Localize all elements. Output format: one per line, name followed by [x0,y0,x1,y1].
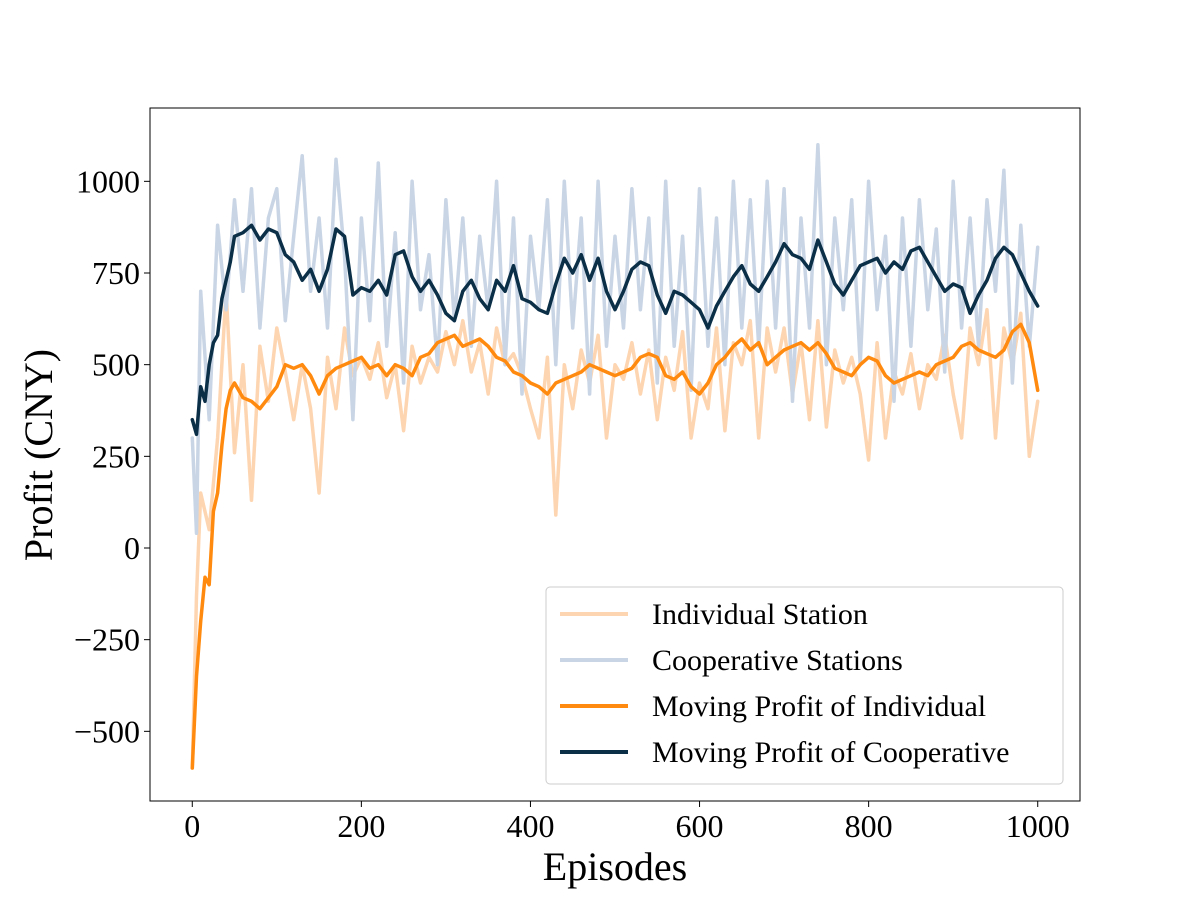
y-tick-label: −250 [74,622,140,658]
legend-label-3: Moving Profit of Individual [652,690,986,723]
legend-box [545,586,1064,785]
plot-frame [149,107,1081,802]
y-axis: −500 −250 0 250 500 750 1000 [74,163,150,749]
x-tick-label: 200 [337,808,385,844]
y-tick-label: −500 [74,713,140,749]
y-tick-label: 500 [92,347,140,383]
x-tick-label: 600 [676,808,724,844]
y-axis-label: Profit (CNY) [16,349,61,561]
series-line-3 [190,322,1040,770]
x-axis-label: Episodes [543,844,687,889]
legend-label-4: Moving Profit of Cooperative [652,736,1009,769]
series-line-2 [190,142,1040,536]
legend-label-2: Cooperative Stations [652,644,903,677]
series-layer [190,142,1040,770]
x-tick-label: 400 [506,808,554,844]
legend-label-1: Individual Station [652,598,868,631]
x-tick-label: 1000 [1006,808,1070,844]
legend: Individual Station Cooperative Stations Mo… [545,586,1064,785]
y-tick-label: 0 [124,530,140,566]
y-tick-label: 750 [92,255,140,291]
y-tick-label: 250 [92,438,140,474]
x-tick-label: 800 [845,808,893,844]
x-tick-label: 0 [184,808,200,844]
series-line-4 [190,223,1040,437]
y-tick-label: 1000 [76,163,140,199]
x-axis: 0 200 400 600 800 1000 [184,801,1070,844]
